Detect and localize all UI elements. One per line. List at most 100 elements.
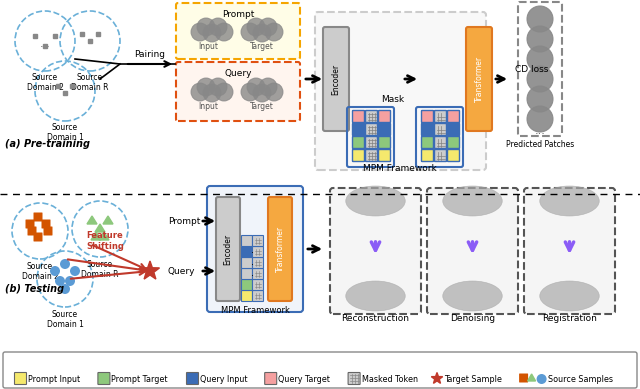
Circle shape bbox=[215, 23, 233, 41]
Text: Prompt Input: Prompt Input bbox=[28, 375, 80, 384]
Text: ...: ... bbox=[40, 39, 51, 49]
FancyBboxPatch shape bbox=[241, 247, 253, 258]
FancyBboxPatch shape bbox=[26, 219, 35, 228]
Text: MPM Framework: MPM Framework bbox=[363, 164, 437, 173]
Circle shape bbox=[527, 66, 553, 92]
FancyBboxPatch shape bbox=[353, 149, 365, 161]
Circle shape bbox=[65, 276, 75, 286]
Ellipse shape bbox=[540, 281, 599, 311]
Ellipse shape bbox=[346, 186, 405, 216]
Text: Target: Target bbox=[250, 102, 274, 111]
FancyBboxPatch shape bbox=[378, 149, 390, 161]
Text: Transformer: Transformer bbox=[474, 56, 483, 102]
Text: Source
Domain 1: Source Domain 1 bbox=[47, 123, 83, 142]
Text: Source
Domain 2: Source Domain 2 bbox=[27, 73, 63, 93]
Circle shape bbox=[527, 26, 553, 52]
FancyBboxPatch shape bbox=[447, 137, 460, 149]
FancyBboxPatch shape bbox=[422, 110, 433, 123]
FancyBboxPatch shape bbox=[422, 149, 433, 161]
FancyBboxPatch shape bbox=[447, 149, 460, 161]
Text: Target Sample: Target Sample bbox=[444, 375, 502, 384]
Polygon shape bbox=[431, 373, 443, 383]
Text: Source
Domain R: Source Domain R bbox=[71, 73, 109, 93]
Text: Source Samples: Source Samples bbox=[548, 375, 612, 384]
Text: (a) Pre-training: (a) Pre-training bbox=[5, 139, 90, 149]
Circle shape bbox=[253, 84, 271, 102]
FancyBboxPatch shape bbox=[253, 258, 264, 268]
FancyBboxPatch shape bbox=[15, 373, 26, 384]
Circle shape bbox=[197, 78, 215, 96]
Text: Target: Target bbox=[250, 42, 274, 51]
Polygon shape bbox=[91, 232, 101, 240]
Text: Encoder: Encoder bbox=[223, 233, 232, 265]
FancyBboxPatch shape bbox=[28, 226, 36, 235]
FancyBboxPatch shape bbox=[427, 188, 518, 314]
Circle shape bbox=[191, 23, 209, 41]
Text: Input: Input bbox=[198, 42, 218, 51]
Text: Source
Domain R: Source Domain R bbox=[81, 260, 119, 279]
Circle shape bbox=[247, 78, 265, 96]
FancyBboxPatch shape bbox=[422, 137, 433, 149]
FancyBboxPatch shape bbox=[176, 3, 300, 59]
FancyBboxPatch shape bbox=[253, 280, 264, 291]
Text: Predicted Patches: Predicted Patches bbox=[506, 140, 574, 149]
Circle shape bbox=[203, 24, 221, 42]
Polygon shape bbox=[95, 224, 105, 232]
Text: Query: Query bbox=[168, 266, 195, 275]
FancyBboxPatch shape bbox=[98, 373, 110, 384]
Text: Pairing: Pairing bbox=[134, 50, 166, 59]
Circle shape bbox=[259, 18, 277, 36]
FancyBboxPatch shape bbox=[241, 291, 253, 301]
Text: Input: Input bbox=[198, 102, 218, 111]
Circle shape bbox=[527, 86, 553, 112]
FancyBboxPatch shape bbox=[348, 373, 360, 384]
FancyBboxPatch shape bbox=[241, 258, 253, 268]
Circle shape bbox=[209, 78, 227, 96]
FancyBboxPatch shape bbox=[176, 62, 300, 121]
Circle shape bbox=[527, 6, 553, 32]
Text: Masked Token: Masked Token bbox=[362, 375, 418, 384]
Text: ...: ... bbox=[534, 126, 545, 136]
FancyBboxPatch shape bbox=[330, 188, 421, 314]
Ellipse shape bbox=[443, 281, 502, 311]
Text: Query Input: Query Input bbox=[200, 375, 248, 384]
Text: MPM Framework: MPM Framework bbox=[221, 306, 289, 315]
FancyBboxPatch shape bbox=[447, 110, 460, 123]
Circle shape bbox=[55, 276, 65, 286]
Circle shape bbox=[265, 23, 283, 41]
FancyBboxPatch shape bbox=[241, 280, 253, 291]
FancyBboxPatch shape bbox=[253, 291, 264, 301]
Circle shape bbox=[265, 83, 283, 101]
Circle shape bbox=[241, 83, 259, 101]
Text: Prompt: Prompt bbox=[222, 10, 254, 19]
Text: Denoising: Denoising bbox=[450, 314, 495, 323]
Text: Query Target: Query Target bbox=[278, 375, 330, 384]
Circle shape bbox=[60, 284, 70, 294]
FancyBboxPatch shape bbox=[435, 149, 447, 161]
FancyBboxPatch shape bbox=[422, 123, 433, 135]
FancyBboxPatch shape bbox=[435, 110, 447, 123]
Circle shape bbox=[527, 46, 553, 72]
FancyBboxPatch shape bbox=[323, 27, 349, 131]
Circle shape bbox=[241, 23, 259, 41]
FancyBboxPatch shape bbox=[466, 27, 492, 131]
Circle shape bbox=[60, 259, 70, 269]
FancyBboxPatch shape bbox=[186, 373, 198, 384]
FancyBboxPatch shape bbox=[365, 123, 378, 135]
FancyBboxPatch shape bbox=[268, 197, 292, 301]
Circle shape bbox=[203, 84, 221, 102]
Polygon shape bbox=[141, 261, 159, 279]
Circle shape bbox=[50, 266, 60, 276]
FancyBboxPatch shape bbox=[365, 110, 378, 123]
Circle shape bbox=[253, 24, 271, 42]
FancyBboxPatch shape bbox=[3, 352, 637, 388]
FancyBboxPatch shape bbox=[315, 12, 486, 170]
Ellipse shape bbox=[443, 186, 502, 216]
Text: Prompt Target: Prompt Target bbox=[111, 375, 168, 384]
Circle shape bbox=[247, 18, 265, 36]
FancyBboxPatch shape bbox=[241, 268, 253, 280]
Circle shape bbox=[191, 83, 209, 101]
Ellipse shape bbox=[346, 281, 405, 311]
Text: Source
Domain 2: Source Domain 2 bbox=[22, 262, 58, 281]
FancyBboxPatch shape bbox=[44, 226, 52, 235]
